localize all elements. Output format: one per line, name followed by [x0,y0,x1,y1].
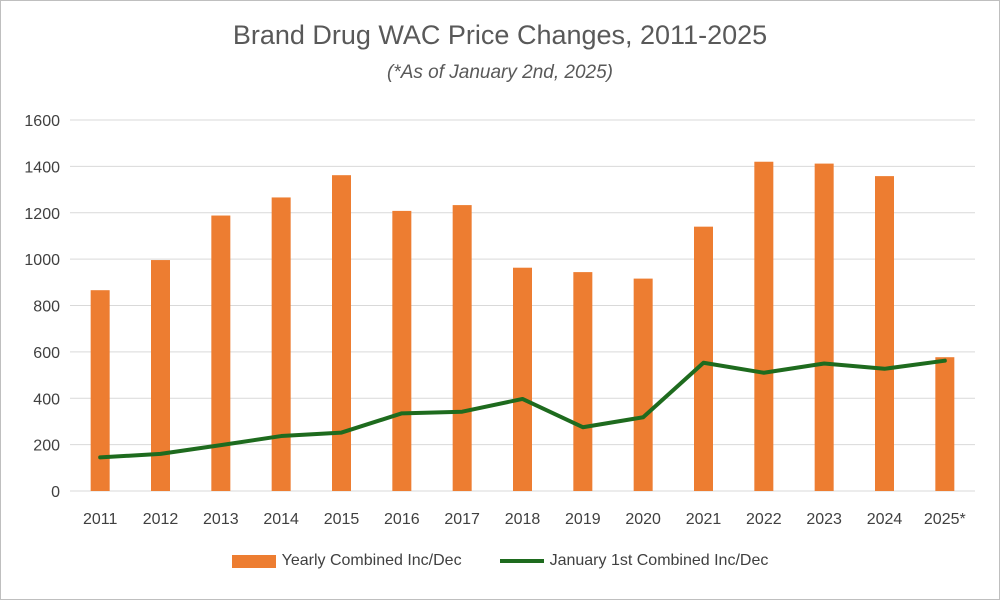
bar [452,205,472,491]
x-tick-label: 2011 [83,511,118,528]
x-tick-label: 2016 [384,511,420,528]
chart-subtitle: (*As of January 2nd, 2025) [386,62,614,83]
x-tick-label: 2019 [565,511,601,528]
bar [694,226,713,491]
bar [513,267,532,491]
y-tick-label: 400 [33,391,60,408]
legend-label-yearly: Yearly Combined Inc/Dec [281,552,462,569]
x-tick-label: 2015 [324,511,360,528]
y-tick-label: 1200 [24,206,60,223]
x-tick-label: 2023 [806,511,842,528]
bar [814,163,834,491]
x-tick-label: 2017 [444,511,480,528]
bar [211,215,231,491]
x-tick-label: 2024 [867,511,903,528]
y-tick-label: 200 [33,438,60,455]
bar [392,210,412,491]
legend-swatch-bar [231,554,276,568]
x-tick-label: 2025* [924,511,966,528]
bar [754,161,774,492]
bar [573,272,593,491]
legend-item-january: January 1st Combined Inc/Dec [499,552,769,570]
legend: Yearly Combined Inc/Dec January 1st Comb… [0,552,1000,570]
line-series [98,358,947,460]
x-tick-label: 2022 [746,511,782,528]
y-tick-label: 800 [33,299,60,316]
x-axis: 2011 2012 2013 2014 2015 2016 2017 2018 2019 2020… [83,511,966,528]
y-axis: 0 200 400 600 800 1000 1200 1400 1600 [24,113,60,501]
x-tick-label: 2013 [203,511,239,528]
y-tick-label: 0 [51,484,60,501]
bar [151,260,170,491]
legend-swatch-line [499,559,544,563]
x-tick-label: 2018 [505,511,541,528]
y-tick-label: 600 [33,345,60,362]
bar [271,197,291,492]
bar [90,290,110,491]
x-tick-label: 2012 [143,511,179,528]
x-tick-label: 2020 [625,511,661,528]
legend-label-january: January 1st Combined Inc/Dec [549,552,769,569]
bar-series [90,161,955,492]
bar [875,176,894,491]
legend-item-yearly: Yearly Combined Inc/Dec [231,552,462,570]
y-tick-label: 1600 [24,113,60,130]
y-tick-label: 1000 [24,252,60,269]
bar [332,175,351,491]
bar [935,357,955,491]
chart-title: Brand Drug WAC Price Changes, 2011-2025 [232,20,768,50]
y-tick-label: 1400 [24,159,60,176]
bar [633,278,653,491]
x-tick-label: 2021 [686,511,722,528]
x-tick-label: 2014 [263,511,299,528]
